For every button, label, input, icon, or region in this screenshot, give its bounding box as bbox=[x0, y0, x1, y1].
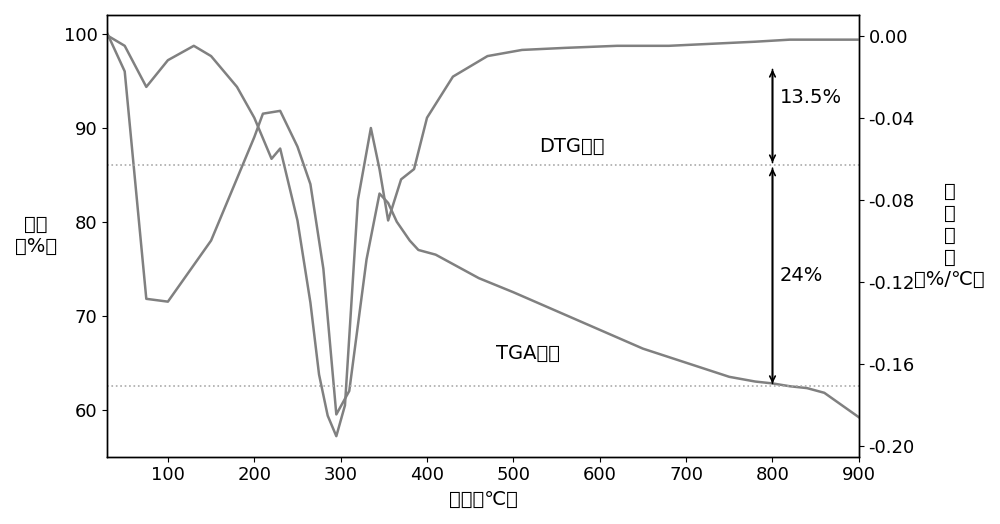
Y-axis label: 微
分
重
量
（%/℃）: 微 分 重 量 （%/℃） bbox=[914, 182, 985, 289]
Text: 13.5%: 13.5% bbox=[779, 88, 842, 107]
Y-axis label: 重量
（%）: 重量 （%） bbox=[15, 215, 57, 256]
Text: DTG曲线: DTG曲线 bbox=[539, 137, 605, 156]
Text: 24%: 24% bbox=[779, 266, 823, 285]
X-axis label: 温度（℃）: 温度（℃） bbox=[449, 490, 518, 509]
Text: TGA曲线: TGA曲线 bbox=[496, 344, 560, 363]
